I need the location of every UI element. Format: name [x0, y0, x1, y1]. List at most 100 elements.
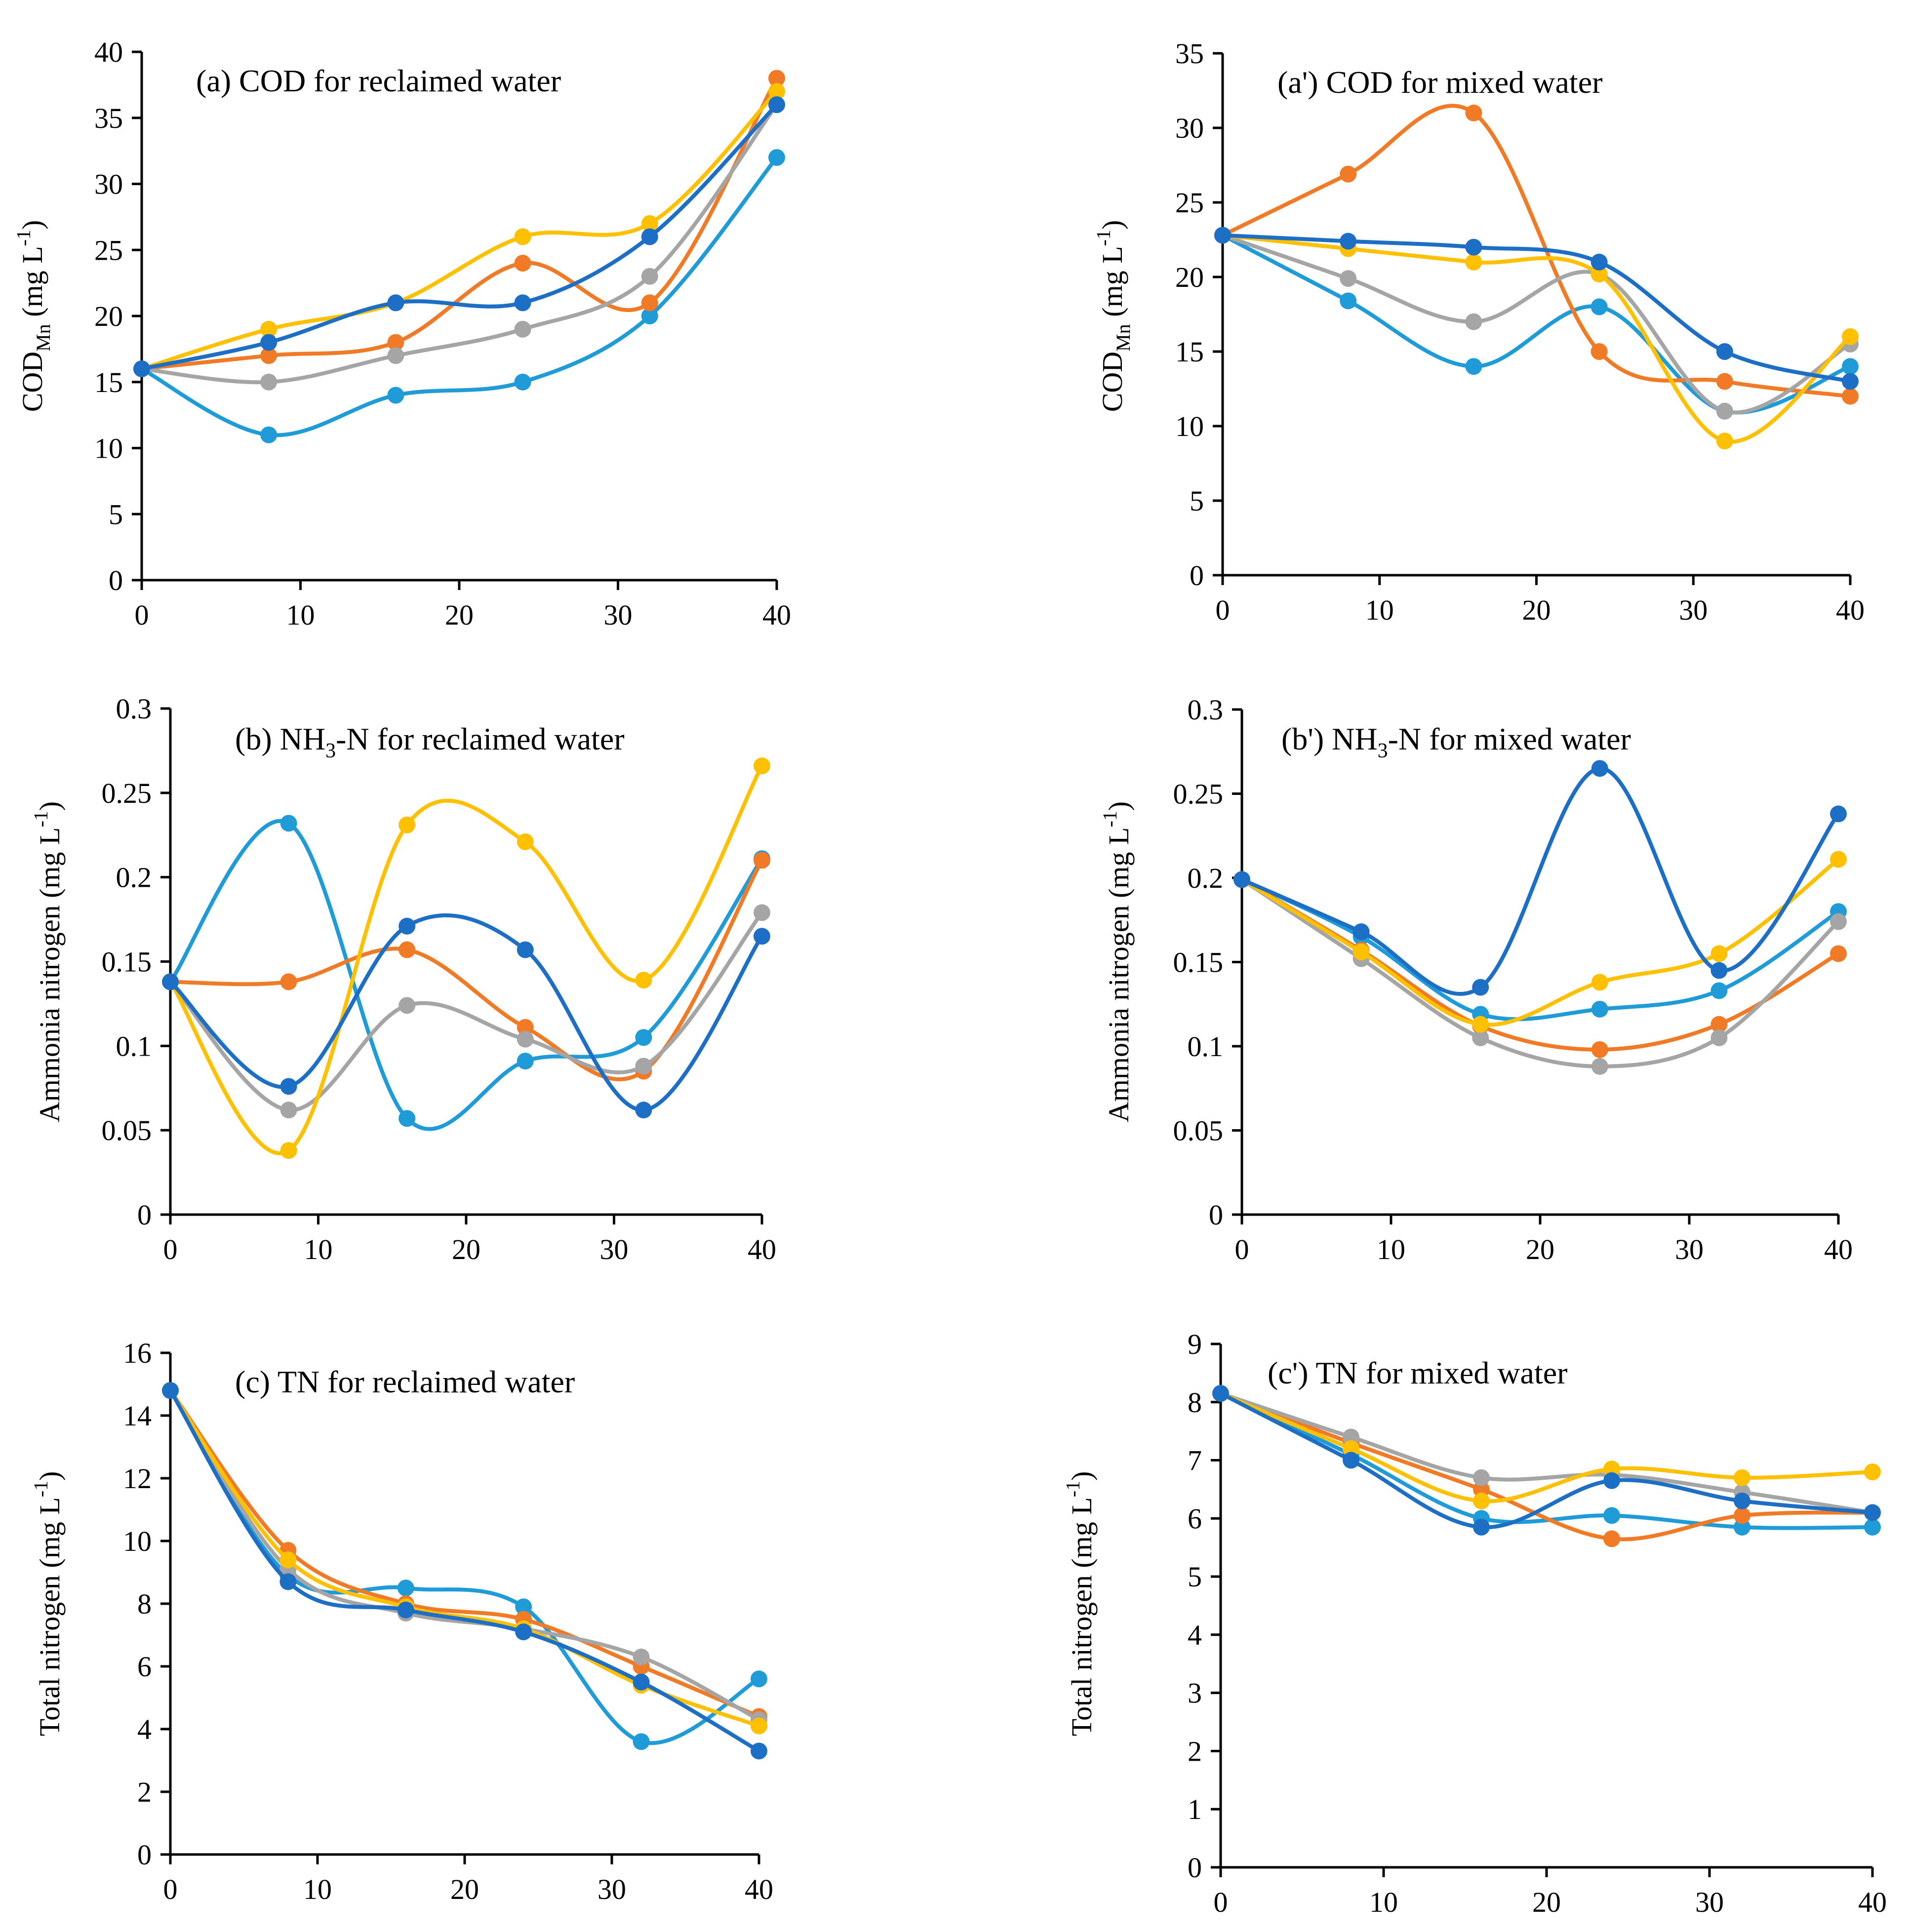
data-point-series-4 — [517, 833, 534, 850]
data-point-series-2 — [1465, 104, 1482, 121]
y-tick-label: 0 — [109, 564, 123, 596]
series-line-1 — [168, 1388, 761, 1745]
data-point-series-4 — [635, 972, 652, 989]
y-tick-label: 0 — [1188, 1852, 1202, 1884]
data-point-series-4 — [751, 1717, 767, 1735]
y-axis-label: CODMn (mg L-1) — [12, 220, 54, 412]
x-tick-label: 0 — [1216, 594, 1230, 626]
data-point-series-1 — [1591, 1000, 1608, 1018]
data-point-series-5 — [633, 1673, 650, 1691]
data-point-series-1 — [387, 387, 404, 404]
y-tick-label: 9 — [1188, 1328, 1202, 1360]
y-tick-label: 0 — [1209, 1199, 1223, 1231]
data-point-series-5 — [133, 360, 150, 377]
x-tick-label: 20 — [1522, 594, 1551, 626]
data-point-series-4 — [398, 816, 416, 833]
data-point-series-5 — [398, 917, 416, 935]
data-point-series-1 — [260, 426, 278, 443]
x-tick-label: 40 — [762, 599, 791, 631]
chart-panel-a: 0 5 10 15 20 25 30 35 40 0 10 20 30 40 (a) COD for rec… — [12, 36, 791, 631]
data-point-series-4 — [1830, 851, 1847, 868]
x-tick-label: 30 — [597, 1873, 626, 1905]
data-point-series-3 — [1340, 270, 1357, 287]
y-tick-label: 35 — [1175, 38, 1204, 70]
data-point-series-5 — [1734, 1493, 1750, 1509]
data-point-series-4 — [1352, 944, 1370, 961]
data-point-series-5 — [397, 1601, 414, 1618]
y-tick-label: 0.25 — [1173, 778, 1224, 810]
y-axis-label: Ammonia nitrogen (mg L-1) — [1099, 801, 1135, 1122]
data-point-series-5 — [1343, 1452, 1359, 1469]
data-point-series-1 — [280, 815, 297, 832]
data-point-series-4 — [1591, 974, 1608, 991]
data-point-series-4 — [1864, 1463, 1881, 1481]
data-point-series-5 — [162, 973, 179, 990]
series-line-5 — [140, 103, 779, 371]
x-tick-label: 30 — [1679, 594, 1708, 626]
data-point-series-4 — [260, 320, 278, 338]
data-point-series-5 — [1591, 760, 1608, 777]
data-point-series-3 — [641, 268, 658, 285]
data-point-series-1 — [1710, 982, 1728, 999]
series-line-2 — [168, 1388, 761, 1719]
x-tick-label: 10 — [303, 1873, 332, 1905]
y-tick-label: 1 — [1188, 1793, 1202, 1825]
chart-panel-b: 0 0.05 0.1 0.15 0.2 0.25 0.3 0 10 20 30 40 (b) NH3-N… — [30, 693, 776, 1265]
data-point-series-3 — [1830, 913, 1847, 930]
y-tick-label: 0.3 — [116, 693, 152, 725]
data-point-series-2 — [1734, 1507, 1750, 1524]
y-tick-label: 0.15 — [102, 946, 152, 978]
series-line-2 — [1219, 1391, 1874, 1541]
series-line-4 — [1240, 857, 1840, 1027]
y-tick-label: 2 — [137, 1776, 152, 1808]
data-point-series-5 — [1716, 343, 1733, 360]
data-point-series-5 — [515, 1623, 532, 1641]
data-point-series-2 — [1716, 373, 1733, 390]
data-point-series-1 — [514, 373, 531, 391]
series-line-5 — [168, 913, 764, 1112]
data-point-series-2 — [1842, 388, 1859, 405]
data-point-series-1 — [1842, 358, 1859, 375]
chart-title: (a') COD for mixed water — [1277, 65, 1602, 100]
data-point-series-5 — [1473, 1519, 1490, 1536]
data-point-series-5 — [1214, 227, 1231, 244]
data-point-series-3 — [260, 373, 278, 391]
y-tick-label: 0.2 — [1188, 862, 1224, 894]
x-tick-label: 0 — [1235, 1233, 1249, 1265]
data-point-series-4 — [1472, 1016, 1489, 1033]
data-point-series-2 — [1473, 1481, 1490, 1498]
y-tick-label: 4 — [1188, 1619, 1202, 1651]
data-point-series-4 — [1603, 1460, 1620, 1478]
data-point-series-4 — [514, 228, 531, 245]
data-point-series-2 — [1603, 1530, 1620, 1547]
data-point-series-1 — [398, 1110, 416, 1127]
chart-title: (a) COD for reclaimed water — [196, 63, 561, 98]
data-point-series-4 — [1842, 328, 1859, 345]
data-point-series-5 — [1864, 1504, 1881, 1521]
y-tick-label: 6 — [137, 1651, 152, 1683]
y-tick-label: 8 — [1188, 1386, 1202, 1419]
y-tick-label: 5 — [109, 498, 123, 530]
y-tick-label: 0.3 — [1188, 694, 1224, 726]
y-tick-label: 0.05 — [102, 1114, 152, 1146]
data-point-series-4 — [754, 757, 770, 775]
y-tick-label: 40 — [94, 36, 123, 68]
x-tick-label: 30 — [600, 1233, 629, 1265]
data-point-series-5 — [162, 1382, 179, 1399]
data-point-series-3 — [387, 347, 404, 364]
data-point-series-5 — [279, 1573, 297, 1590]
chart-title: (c) TN for reclaimed water — [235, 1364, 575, 1399]
data-point-series-5 — [1710, 962, 1728, 979]
data-point-series-3 — [517, 1030, 534, 1048]
chart-panel-c: 0 2 4 6 8 10 12 14 16 0 10 20 30 40 (c) TN for reclaim… — [30, 1337, 773, 1905]
series-line-4 — [1219, 1391, 1874, 1503]
data-point-series-1 — [1864, 1519, 1881, 1536]
series-line-3 — [1240, 877, 1840, 1068]
chart-title: (b') NH3-N for mixed water — [1281, 721, 1631, 762]
y-tick-label: 6 — [1188, 1502, 1202, 1535]
data-point-series-5 — [635, 1102, 652, 1119]
data-point-series-1 — [768, 149, 785, 166]
data-point-series-4 — [1716, 433, 1733, 450]
y-axis-label: Total nitrogen (mg L-1) — [1062, 1471, 1098, 1736]
